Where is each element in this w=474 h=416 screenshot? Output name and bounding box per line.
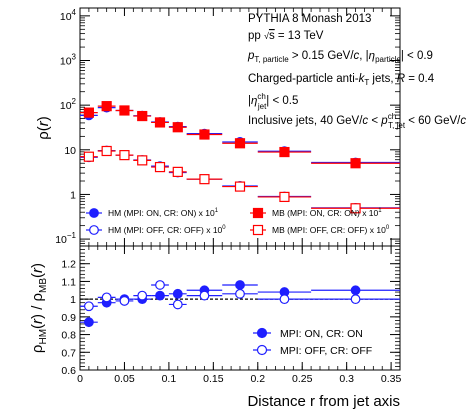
bottom-marker-1-0: [83, 301, 94, 312]
legend-marker-3: [252, 224, 264, 236]
top-marker-1-9: [350, 158, 361, 169]
top-marker-3-1: [101, 145, 112, 157]
top-y-tick-label: 10−1: [55, 231, 76, 246]
top-legend: HM (MPI: ON, CR: ON) x 101 MB (MPI: ON, C…: [86, 207, 390, 236]
bottom-panel: 0.6 0.7 0.8 0.9 1 1.1 1.2 0 0.05 0.1 0.15 0.2 0.25 0.…: [29, 245, 401, 410]
bottom-y-tick-label: 0.8: [61, 330, 76, 342]
bottom-y-tick-label: 0.9: [61, 312, 76, 324]
bottom-y-tick-label: 0.6: [61, 365, 76, 377]
bottom-marker-0-0: [83, 317, 94, 328]
legend-label-2: HM (MPI: OFF, CR: OFF) x 100: [108, 225, 226, 235]
top-marker-3-3: [137, 155, 148, 166]
top-marker-3-8: [279, 191, 290, 203]
bottom-x-tick-label: 0.15: [203, 373, 224, 385]
bottom-marker-0-9: [350, 285, 361, 296]
bottom-marker-1-8: [279, 294, 290, 305]
bottom-x-tick-label: 0.2: [250, 373, 265, 385]
legend-marker-2: [89, 225, 99, 235]
ratio-legend-label-1: MPI: OFF, CR: OFF: [280, 345, 372, 357]
bottom-marker-1-9: [350, 294, 361, 305]
top-marker-1-3: [137, 110, 148, 122]
top-y-tick-label: 103: [60, 53, 77, 68]
bottom-marker-1-4: [155, 280, 165, 290]
annotation-jet-algo: Charged-particle anti-kT jets, R = 0.4: [248, 73, 435, 87]
bottom-x-tick-label: 0.05: [114, 373, 135, 385]
bottom-marker-1-1: [101, 292, 112, 303]
top-y-tick-label: 102: [60, 97, 77, 112]
bottom-x-tick-label: 0.25: [292, 373, 313, 385]
bottom-marker-1-2: [119, 296, 130, 306]
bottom-marker-0-7: [235, 280, 245, 290]
bottom-marker-1-6: [199, 290, 210, 301]
top-marker-3-2: [119, 150, 130, 161]
bottom-chart-marks: [80, 280, 400, 328]
bottom-marker-1-7: [235, 288, 245, 299]
legend-label-0: HM (MPI: ON, CR: ON) x 101: [108, 208, 219, 218]
legend-label-3: MB (MPI: OFF, CR: OFF) x 100: [272, 225, 390, 235]
bottom-x-tick-label: 0.1: [162, 373, 177, 385]
top-y-tick-label: 1: [70, 189, 76, 201]
top-marker-3-0: [83, 151, 94, 162]
bottom-axis-ticks: 0.6 0.7 0.8 0.9 1 1.1 1.2 0 0.05 0.1 0.15 0.2 0.25 0.…: [61, 246, 401, 385]
bottom-x-tick-label: 0.3: [339, 373, 354, 385]
top-marker-1-1: [101, 101, 112, 112]
bottom-y-tick-label: 1.2: [61, 259, 76, 271]
annotation-collision: pp √s = 13 TeV: [248, 30, 324, 42]
bottom-y-tick-label: 0.7: [61, 347, 76, 359]
top-marker-1-2: [119, 105, 130, 116]
top-y-axis-title: ρ(r): [35, 116, 52, 140]
top-marker-3-4: [154, 161, 166, 173]
top-marker-3-7: [234, 181, 246, 192]
ratio-legend-marker-0: [256, 327, 268, 339]
top-marker-3-5: [172, 166, 183, 177]
top-y-tick-label: 10: [64, 145, 76, 157]
annotation-jet-eta: |ηch jet| < 0.5: [248, 92, 298, 111]
top-chart-marks: [80, 101, 400, 214]
top-marker-1-5: [172, 122, 183, 133]
bottom-x-tick-label: 0.35: [381, 373, 402, 385]
top-marker-1-4: [154, 117, 166, 128]
bottom-legend: MPI: ON, CR: ON MPI: OFF, CR: OFF: [253, 327, 372, 357]
annotation-jet-pt: Inclusive jets, 40 GeV/c < pch T, jet < 6…: [248, 112, 466, 130]
top-marker-1-6: [199, 129, 210, 140]
bottom-marker-0-5: [172, 288, 183, 299]
top-marker-3-6: [199, 174, 210, 185]
top-marker-3-9: [350, 203, 361, 214]
legend-marker-0: [89, 208, 99, 218]
bottom-marker-0-4: [155, 290, 165, 301]
legend-marker-1: [252, 207, 264, 219]
top-axis-ticks: 10−1 1 10 102 103 104: [55, 8, 400, 247]
top-marker-1-0: [83, 107, 94, 118]
top-marker-1-7: [234, 138, 246, 149]
bottom-y-axis-title: ρHM(r) / ρMB(r): [29, 263, 49, 353]
top-panel: 10−1 1 10 102 103 104 PYTHIA 8 Monash 2013 pp…: [35, 7, 466, 247]
ratio-legend-marker-1: [256, 344, 268, 356]
top-marker-1-8: [279, 146, 290, 158]
bottom-x-tick-label: 0: [77, 373, 83, 385]
ratio-legend-label-0: MPI: ON, CR: ON: [280, 328, 363, 340]
bottom-marker-1-5: [172, 299, 183, 310]
bottom-y-tick-label: 1: [70, 294, 76, 306]
annotation-particle-cuts: pT, particle > 0.15 GeV/c, |ηparticle| <…: [247, 50, 433, 64]
legend-label-1: MB (MPI: ON, CR: ON) x 101: [272, 208, 382, 218]
top-y-tick-label: 104: [60, 8, 77, 23]
annotation-block: PYTHIA 8 Monash 2013 pp √s = 13 TeV pT, …: [247, 13, 466, 130]
bottom-y-tick-label: 1.1: [61, 276, 76, 288]
x-axis-title: Distance r from jet axis: [247, 393, 400, 410]
bottom-marker-1-3: [137, 290, 148, 301]
annotation-generator: PYTHIA 8 Monash 2013: [248, 13, 371, 25]
